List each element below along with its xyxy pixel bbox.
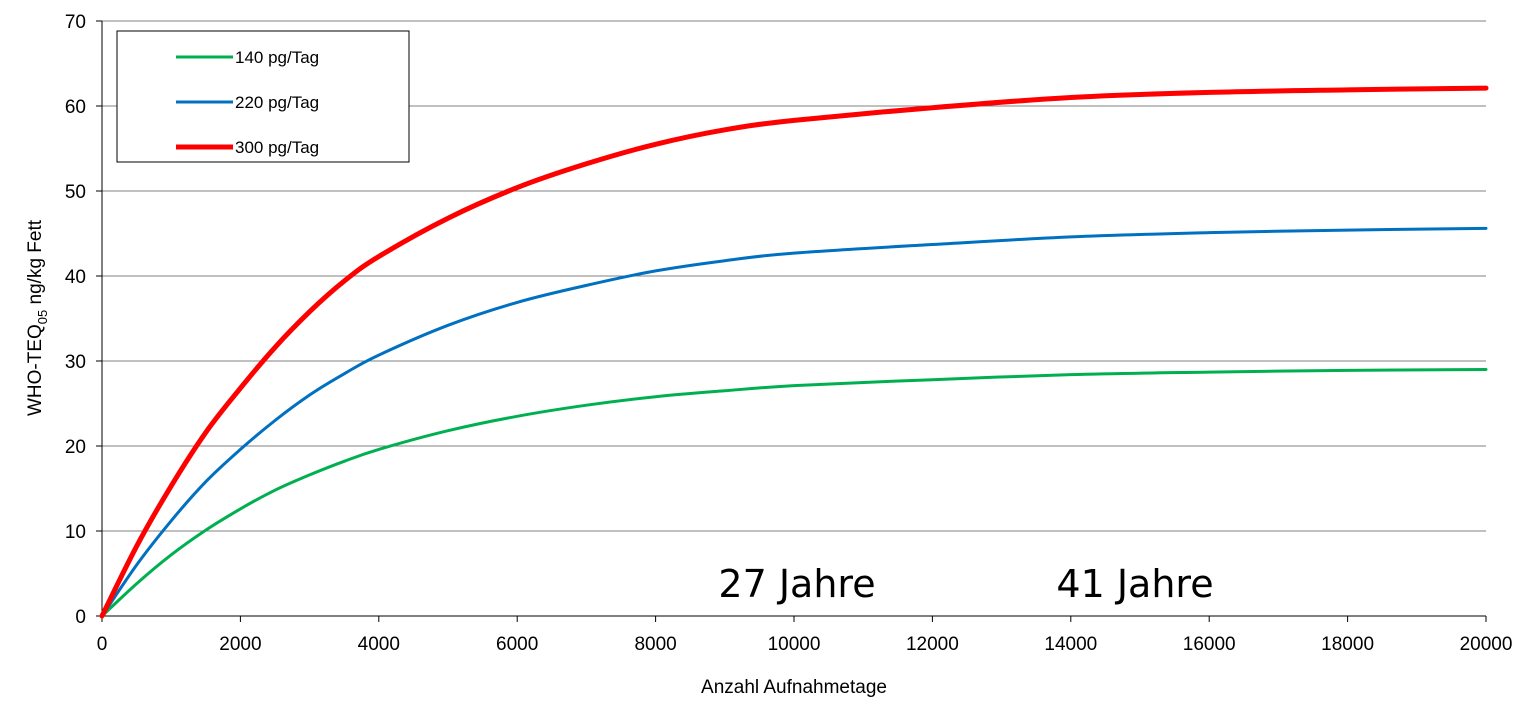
y-axis-title-main: WHO-TEQ (25, 324, 46, 416)
y-tick-label: 70 (65, 12, 86, 33)
series-line-2 (100, 226, 1488, 618)
axes (96, 20, 1487, 622)
y-axis-title: WHO-TEQ05 ng/kg Fett (25, 219, 50, 416)
y-tick-label: 20 (65, 437, 86, 458)
x-tick-label: 18000 (1321, 634, 1374, 655)
legend-label-3: 300 pg/Tag (235, 138, 319, 157)
legend-box (116, 30, 410, 163)
y-tick-label: 40 (65, 267, 86, 288)
x-tick-label: 20000 (1460, 634, 1513, 655)
annotation-27-jahre: 27 Jahre (718, 562, 875, 606)
annotation-41-jahre: 41 Jahre (1056, 562, 1213, 606)
axis-labels: 0 10 20 30 40 50 60 70 0 2000 4000 6000 8000 10000 120… (65, 12, 1513, 655)
x-tick-label: 6000 (496, 634, 538, 655)
y-tick-label: 30 (65, 352, 86, 373)
x-tick-label: 8000 (634, 634, 676, 655)
series-lines (99, 85, 1489, 619)
x-tick-label: 2000 (219, 634, 261, 655)
legend: 140 pg/Tag 220 pg/Tag 300 pg/Tag (116, 30, 410, 163)
x-tick-label: 0 (97, 634, 108, 655)
y-tick-label: 10 (65, 522, 86, 543)
series-line-3 (99, 85, 1489, 619)
x-tick-label: 12000 (906, 634, 959, 655)
series-line-1 (100, 368, 1488, 618)
x-tick-label: 14000 (1044, 634, 1097, 655)
x-tick-label: 10000 (768, 634, 821, 655)
y-tick-label: 60 (65, 97, 86, 118)
x-tick-label: 4000 (358, 634, 400, 655)
y-axis-title-subscript: 05 (35, 310, 50, 324)
y-axis-title-rest: ng/kg Fett (25, 219, 46, 309)
legend-label-1: 140 pg/Tag (235, 48, 319, 67)
legend-label-2: 220 pg/Tag (235, 93, 319, 112)
y-tick-label: 50 (65, 182, 86, 203)
x-axis-title: Anzahl Aufnahmetage (701, 677, 887, 698)
y-tick-label: 0 (75, 607, 86, 628)
x-tick-label: 16000 (1183, 634, 1236, 655)
